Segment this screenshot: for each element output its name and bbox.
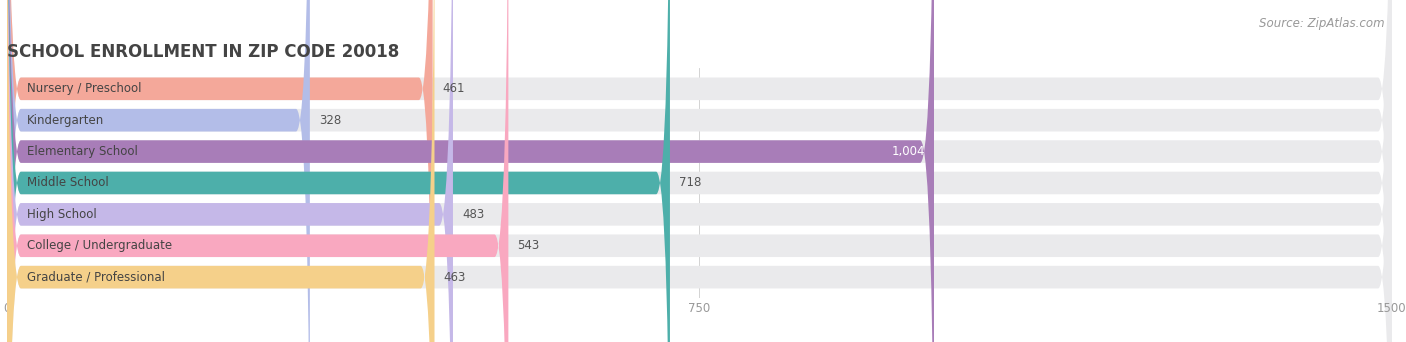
Text: 543: 543 — [517, 239, 540, 252]
FancyBboxPatch shape — [7, 0, 309, 342]
FancyBboxPatch shape — [7, 0, 934, 342]
Text: Graduate / Professional: Graduate / Professional — [27, 271, 166, 284]
FancyBboxPatch shape — [7, 0, 1392, 342]
Text: Nursery / Preschool: Nursery / Preschool — [27, 82, 142, 95]
FancyBboxPatch shape — [7, 0, 1392, 342]
FancyBboxPatch shape — [7, 0, 509, 342]
Text: 483: 483 — [463, 208, 485, 221]
Text: Kindergarten: Kindergarten — [27, 114, 104, 127]
FancyBboxPatch shape — [7, 0, 453, 342]
FancyBboxPatch shape — [7, 0, 1392, 342]
Text: College / Undergraduate: College / Undergraduate — [27, 239, 173, 252]
Text: Middle School: Middle School — [27, 176, 110, 189]
Text: Elementary School: Elementary School — [27, 145, 138, 158]
FancyBboxPatch shape — [7, 0, 1392, 342]
Text: 461: 461 — [441, 82, 464, 95]
Text: High School: High School — [27, 208, 97, 221]
FancyBboxPatch shape — [7, 0, 1392, 342]
Text: Source: ZipAtlas.com: Source: ZipAtlas.com — [1260, 17, 1385, 30]
FancyBboxPatch shape — [7, 0, 433, 342]
FancyBboxPatch shape — [7, 0, 434, 342]
Text: SCHOOL ENROLLMENT IN ZIP CODE 20018: SCHOOL ENROLLMENT IN ZIP CODE 20018 — [7, 43, 399, 61]
FancyBboxPatch shape — [7, 0, 669, 342]
Text: 718: 718 — [679, 176, 702, 189]
Text: 463: 463 — [444, 271, 467, 284]
Text: 328: 328 — [319, 114, 342, 127]
FancyBboxPatch shape — [7, 0, 1392, 342]
Text: 1,004: 1,004 — [891, 145, 925, 158]
FancyBboxPatch shape — [7, 0, 1392, 342]
